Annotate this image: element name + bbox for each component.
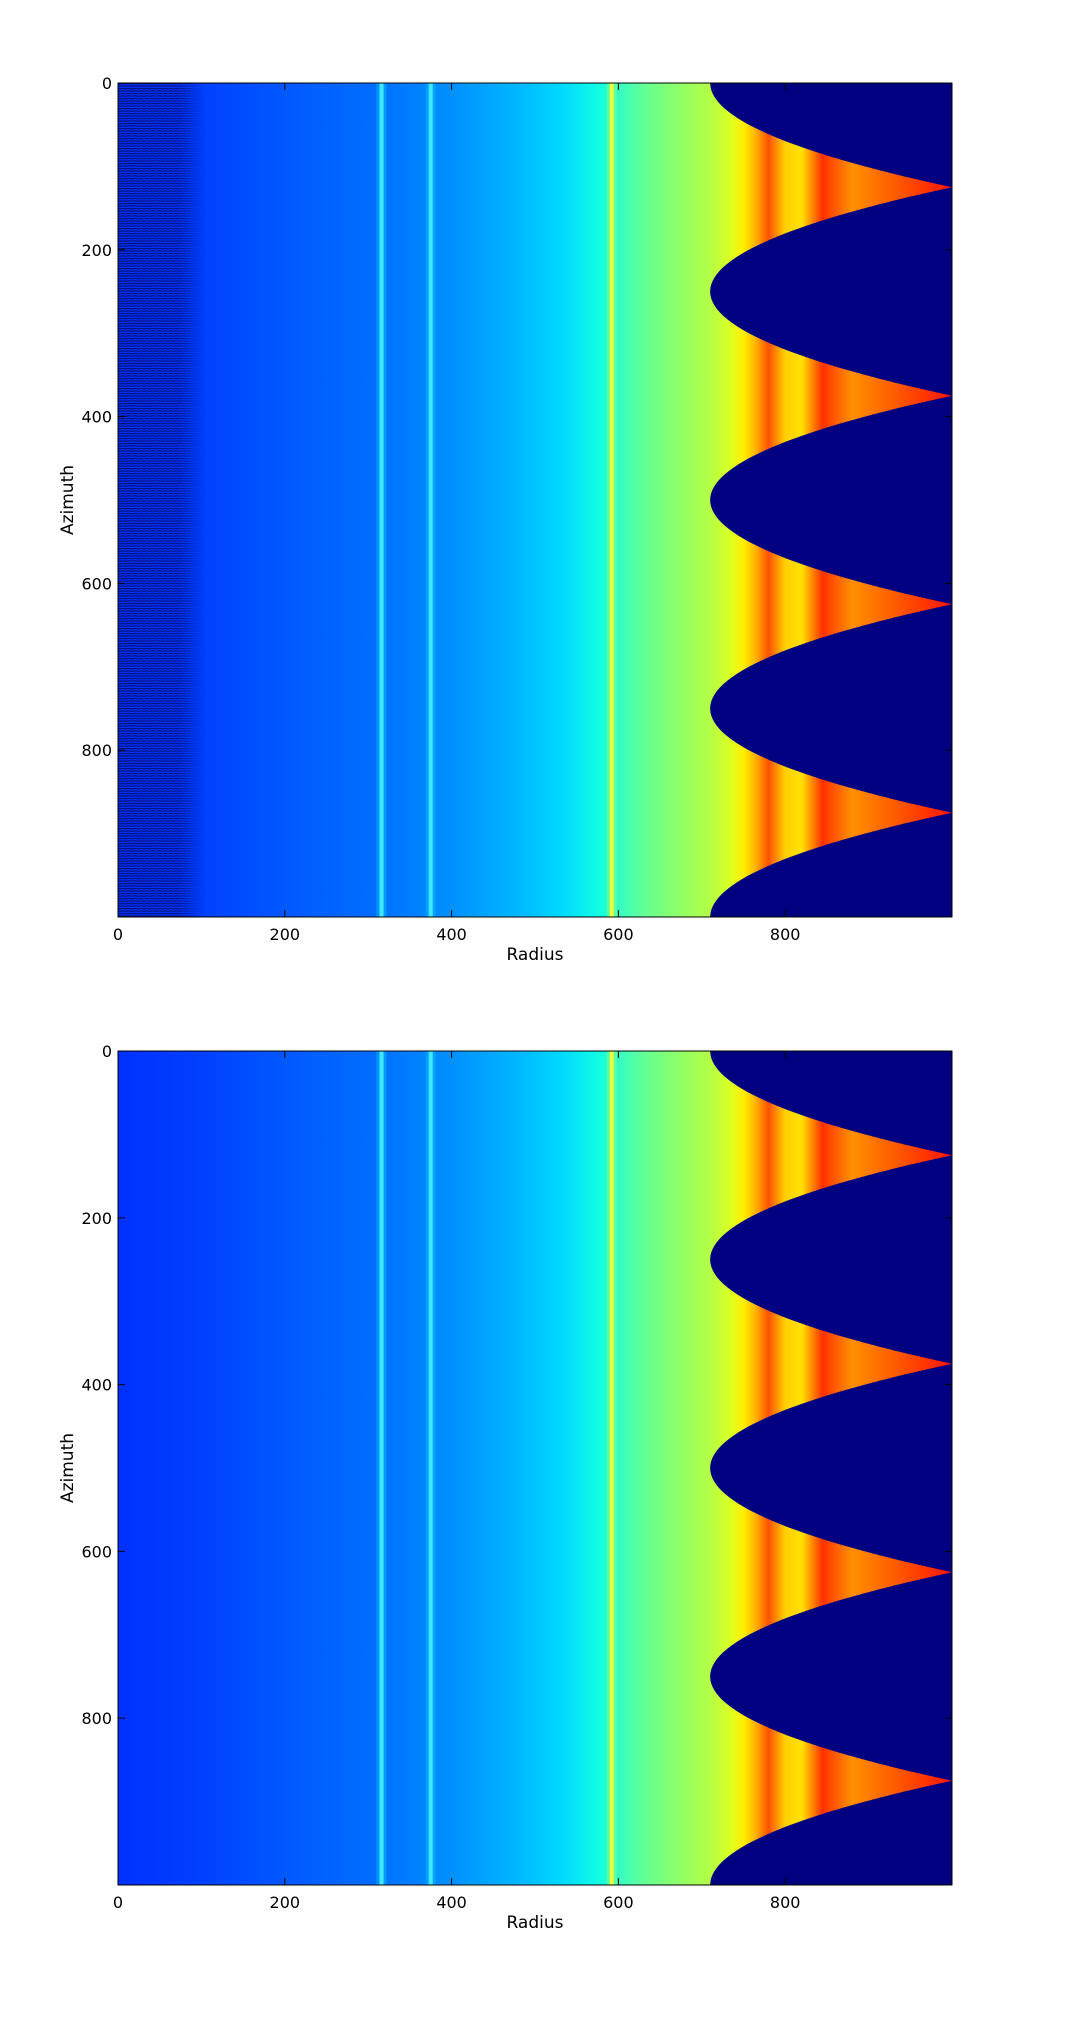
x-axis-label: Radius xyxy=(506,1913,563,1933)
y-axis-label: Azimuth xyxy=(58,465,78,535)
heatmap-panel-2: 0 200 400 600 800 0 200 400 600 800 Radius Azimut… xyxy=(58,1042,953,1933)
masked-lobe xyxy=(710,1780,952,1885)
x-axis-label: Radius xyxy=(506,945,563,965)
x-tick-label: 800 xyxy=(770,925,801,944)
heatmap-panel-1: 0 200 400 600 800 0 200 400 600 800 Radius Azimut… xyxy=(58,74,953,965)
y-tick-label: 400 xyxy=(81,1376,112,1395)
x-tick-label: 600 xyxy=(603,1893,634,1912)
y-axis-label: Azimuth xyxy=(58,1433,78,1503)
y-tick-label: 600 xyxy=(81,1542,112,1561)
masked-lobe xyxy=(710,1051,952,1156)
ridge-line xyxy=(428,1051,433,1885)
masked-lobe xyxy=(710,1572,952,1781)
y-tick-label: 0 xyxy=(102,74,112,93)
x-tick-label: 0 xyxy=(113,1893,123,1912)
y-tick-label: 200 xyxy=(81,1209,112,1228)
x-tick-label: 800 xyxy=(770,1893,801,1912)
y-tick-label: 800 xyxy=(81,1709,112,1728)
masked-lobe xyxy=(710,604,952,813)
ridge-line xyxy=(379,1051,384,1885)
masked-lobe xyxy=(710,395,952,605)
masked-lobe xyxy=(710,187,952,396)
ridge-line xyxy=(609,1051,614,1885)
x-tick-label: 400 xyxy=(436,1893,467,1912)
masked-lobe xyxy=(710,1363,952,1573)
y-tick-label: 400 xyxy=(81,408,112,427)
heatmap-plot-area xyxy=(117,1050,953,1886)
ridge-line xyxy=(609,83,614,917)
axis-ticks: 0 200 400 600 800 0 200 400 600 800 xyxy=(81,1042,952,1912)
plot-frame xyxy=(117,1050,953,1886)
y-tick-label: 600 xyxy=(81,574,112,593)
x-tick-label: 0 xyxy=(113,925,123,944)
ridge-line xyxy=(428,83,433,917)
ridge-line xyxy=(379,83,384,917)
heatmap-plot-area xyxy=(117,82,953,918)
masked-lobe xyxy=(710,812,952,917)
y-tick-label: 200 xyxy=(81,241,112,260)
x-tick-label: 200 xyxy=(270,1893,301,1912)
axis-ticks: 0 200 400 600 800 0 200 400 600 800 xyxy=(81,74,952,944)
masked-lobe xyxy=(710,1155,952,1364)
y-tick-label: 800 xyxy=(81,741,112,760)
y-tick-label: 0 xyxy=(102,1042,112,1061)
x-tick-label: 200 xyxy=(270,925,301,944)
x-tick-label: 600 xyxy=(603,925,634,944)
speckle-region xyxy=(118,83,206,917)
x-tick-label: 400 xyxy=(436,925,467,944)
plot-frame xyxy=(117,82,953,918)
masked-lobe xyxy=(710,83,952,188)
